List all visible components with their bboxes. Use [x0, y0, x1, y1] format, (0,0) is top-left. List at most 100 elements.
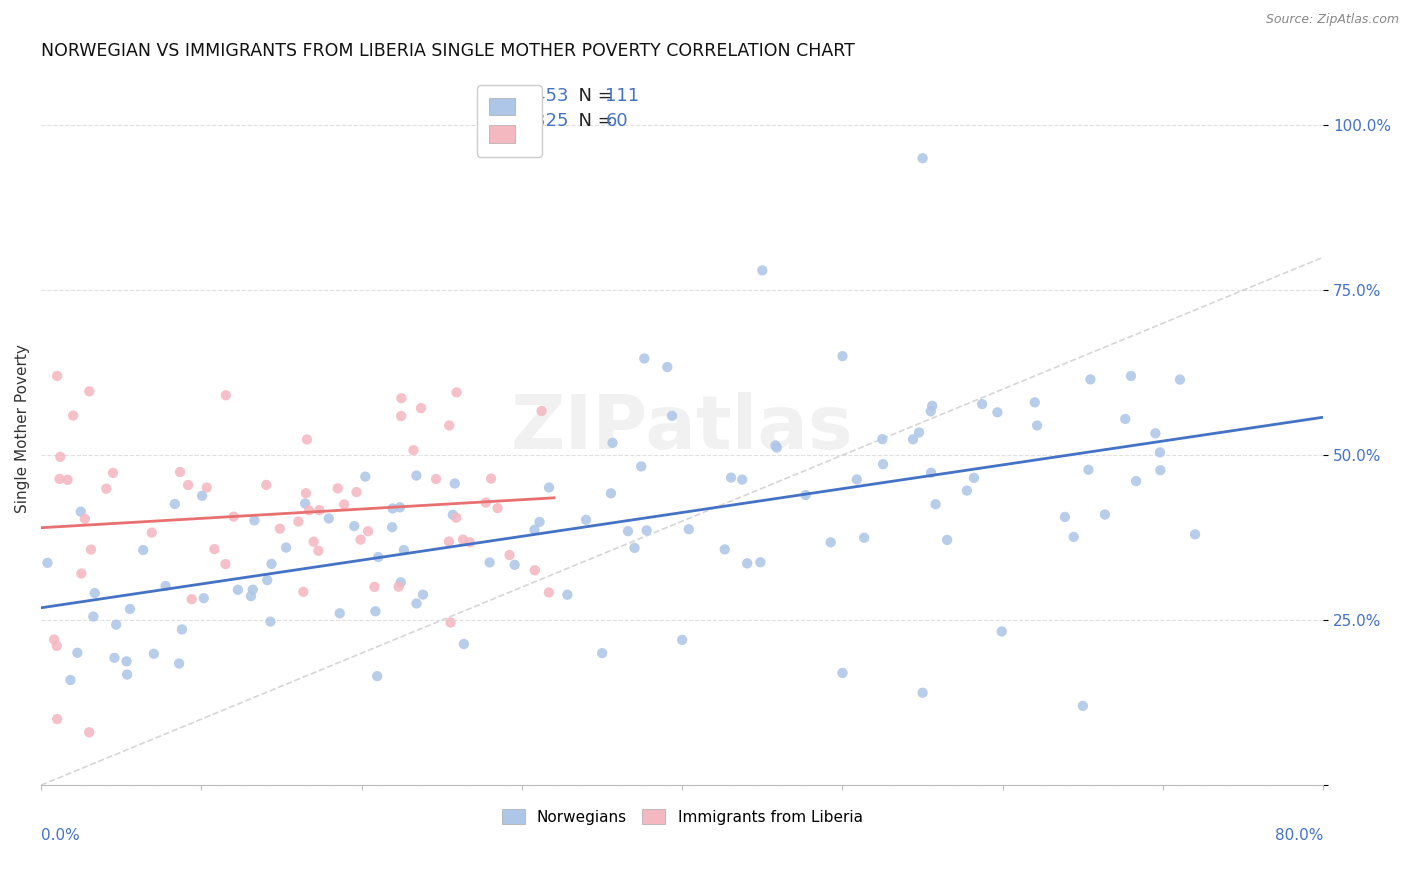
Point	[475, 495, 498, 509]
Point	[381, 501, 404, 516]
Point	[557, 588, 579, 602]
Point	[80, 542, 103, 557]
Point	[657, 359, 679, 374]
Point	[170, 623, 193, 637]
Point	[276, 541, 298, 555]
Text: N =: N =	[567, 87, 619, 105]
Point	[1144, 426, 1167, 441]
Point	[1077, 463, 1099, 477]
Point	[389, 409, 412, 423]
Point	[986, 405, 1008, 419]
Point	[636, 524, 658, 538]
Point	[115, 667, 138, 681]
Legend: Norwegians, Immigrants from Liberia: Norwegians, Immigrants from Liberia	[496, 803, 869, 831]
Point	[1125, 474, 1147, 488]
Point	[735, 557, 758, 571]
Point	[523, 563, 546, 577]
Point	[1168, 373, 1191, 387]
Text: NORWEGIAN VS IMMIGRANTS FROM LIBERIA SINGLE MOTHER POVERTY CORRELATION CHART: NORWEGIAN VS IMMIGRANTS FROM LIBERIA SIN…	[41, 42, 855, 60]
Point	[83, 586, 105, 600]
Point	[101, 466, 124, 480]
Point	[79, 384, 101, 399]
Point	[498, 548, 520, 562]
Point	[239, 589, 262, 603]
Point	[142, 647, 165, 661]
Point	[1026, 418, 1049, 433]
Point	[911, 686, 934, 700]
Point	[602, 435, 624, 450]
Point	[254, 478, 277, 492]
Text: R =: R =	[488, 112, 526, 130]
Point	[177, 478, 200, 492]
Point	[437, 534, 460, 549]
Point	[295, 433, 318, 447]
Point	[367, 549, 389, 564]
Point	[326, 481, 349, 495]
Point	[671, 632, 693, 647]
Point	[388, 500, 411, 515]
Point	[731, 473, 754, 487]
Point	[389, 391, 412, 405]
Text: N =: N =	[567, 112, 619, 130]
Point	[215, 388, 238, 402]
Point	[617, 524, 640, 538]
Point	[713, 542, 735, 557]
Text: 0.325: 0.325	[517, 112, 569, 130]
Point	[439, 418, 461, 433]
Point	[343, 519, 366, 533]
Point	[872, 457, 894, 471]
Point	[59, 673, 82, 687]
Point	[911, 151, 934, 165]
Point	[214, 557, 236, 571]
Point	[920, 404, 942, 418]
Point	[308, 503, 330, 517]
Point	[872, 432, 894, 446]
Point	[242, 582, 264, 597]
Point	[990, 624, 1012, 639]
Text: R =: R =	[488, 87, 526, 105]
Point	[425, 472, 447, 486]
Point	[298, 503, 321, 517]
Point	[56, 473, 79, 487]
Text: Source: ZipAtlas.com: Source: ZipAtlas.com	[1265, 13, 1399, 27]
Point	[1149, 463, 1171, 477]
Point	[765, 438, 787, 452]
Point	[751, 263, 773, 277]
Point	[82, 609, 104, 624]
Text: ZIPatlas: ZIPatlas	[510, 392, 853, 466]
Point	[1080, 372, 1102, 386]
Point	[354, 469, 377, 483]
Point	[103, 650, 125, 665]
Point	[37, 556, 59, 570]
Point	[633, 351, 655, 366]
Point	[924, 497, 946, 511]
Point	[921, 399, 943, 413]
Point	[392, 543, 415, 558]
Point	[1119, 368, 1142, 383]
Point	[412, 588, 434, 602]
Point	[678, 522, 700, 536]
Point	[73, 512, 96, 526]
Point	[318, 511, 340, 525]
Point	[118, 602, 141, 616]
Point	[346, 485, 368, 500]
Point	[600, 486, 623, 500]
Text: 0.453: 0.453	[517, 87, 569, 105]
Point	[444, 510, 467, 524]
Point	[167, 657, 190, 671]
Point	[243, 513, 266, 527]
Point	[329, 607, 352, 621]
Point	[453, 637, 475, 651]
Point	[287, 515, 309, 529]
Point	[1024, 395, 1046, 409]
Point	[381, 520, 404, 534]
Point	[486, 501, 509, 516]
Point	[956, 483, 979, 498]
Point	[66, 646, 89, 660]
Point	[831, 349, 853, 363]
Point	[193, 591, 215, 606]
Point	[537, 481, 560, 495]
Point	[575, 513, 598, 527]
Point	[46, 712, 69, 726]
Point	[180, 592, 202, 607]
